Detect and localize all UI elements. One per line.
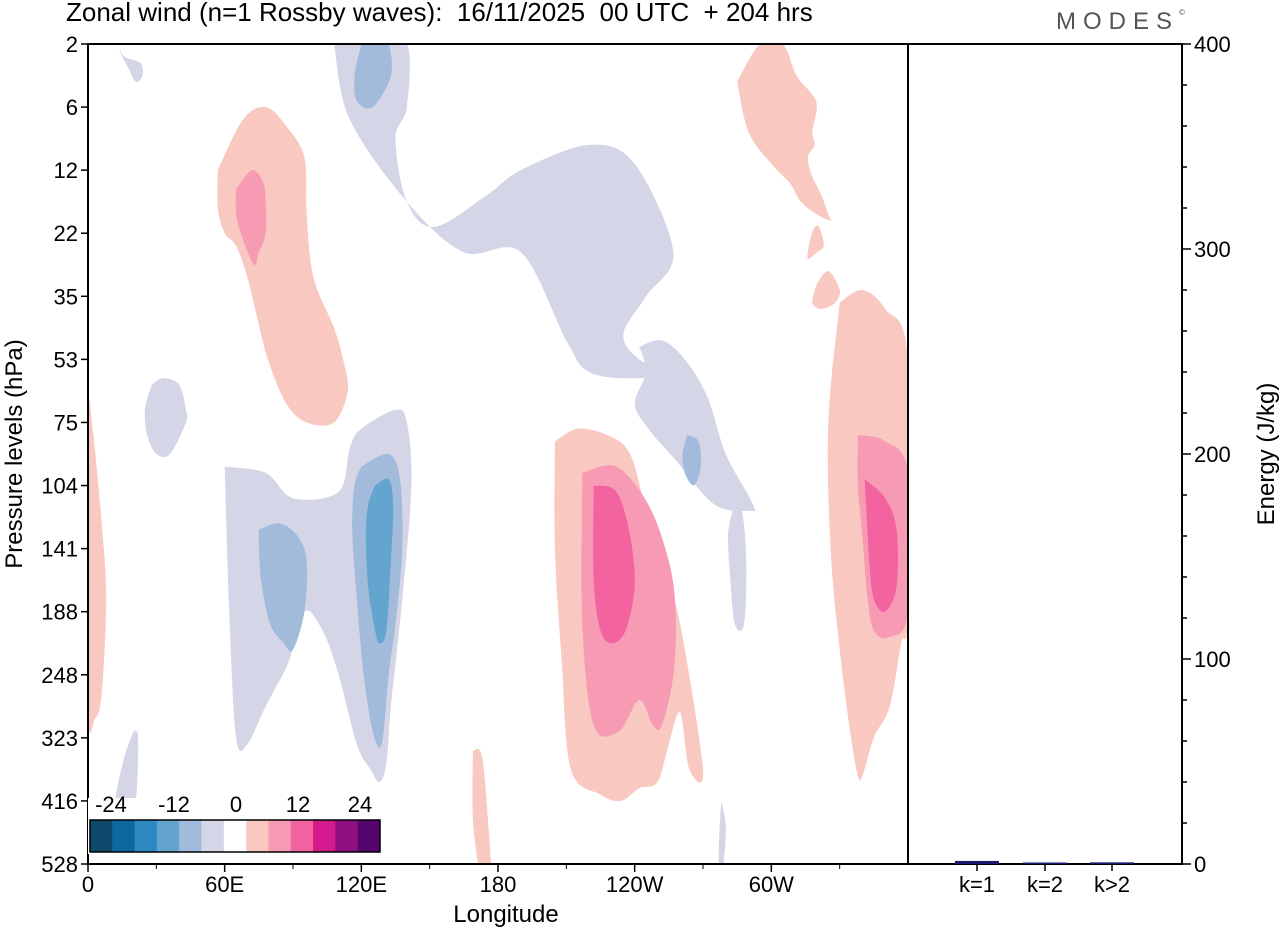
energy-tick-label-2: 200 [1194,442,1231,467]
colorbar-swatch-10 [313,820,336,852]
bar-label-1: k=2 [1027,872,1063,897]
energy-bar-k=1 [955,860,999,864]
copyright-mark: © [1179,8,1185,17]
contour-region-2 [354,44,392,109]
brand-name: MODES [1056,8,1180,35]
y-axis-label: Pressure levels (hPa) [1,339,28,568]
contour-region-25 [472,748,492,864]
contour-region-16 [812,271,840,309]
contour-region-5 [682,435,702,486]
colorbar-swatch-2 [134,820,158,852]
contour-region-21 [593,485,635,644]
energy-tick-label-4: 400 [1194,32,1231,57]
axis-layer [81,43,1191,872]
contour-region-14 [235,170,267,266]
x-tick-label-3: 180 [480,872,517,897]
y-tick-label-11: 323 [41,726,78,751]
colorbar-swatch-0 [90,820,113,852]
y-tick-label-6: 75 [54,410,78,435]
x-tick-label-0: 0 [82,872,94,897]
contour-region-12 [718,800,726,864]
colorbar-swatch-5 [201,820,225,852]
energy-tick-label-3: 300 [1194,237,1231,262]
colorbar-label-2: 0 [230,792,242,817]
colorbar-swatch-1 [112,820,136,852]
colorbar-swatch-12 [357,820,381,852]
y-tick-label-10: 248 [41,663,78,688]
y-tick-label-8: 141 [41,537,78,562]
colorbar-frame [89,819,381,853]
energy-tick-label-0: 0 [1194,852,1206,877]
colorbar-swatch-7 [246,820,269,852]
contour-region-9 [258,523,308,652]
colorbar-swatch-6 [223,820,247,852]
colorbar-label-4: 24 [348,792,372,817]
colorbar-swatch-3 [156,820,180,852]
y-tick-label-0: 2 [66,32,78,57]
x-tick-label-4: 120W [606,872,664,897]
energy-bar-k=2 [1023,862,1067,864]
contour-region-15 [737,44,832,221]
y-tick-label-13: 528 [41,852,78,877]
contour-region-17 [807,225,824,259]
energy-bar-k>2 [1090,862,1134,864]
y-tick-label-1: 6 [66,95,78,120]
contour-region-24 [864,479,899,613]
x-tick-label-1: 60E [205,872,244,897]
colorbar-label-0: -24 [95,792,127,817]
y-tick-label-2: 12 [54,158,78,183]
colorbar-label-1: -12 [158,792,190,817]
contour-region-0 [117,44,144,82]
bar-label-2: k>2 [1094,872,1130,897]
contour-region-4 [634,340,756,512]
energy-axis-label: Energy (J/kg) [1253,383,1280,526]
contour-region-11 [728,507,747,632]
y-tick-label-4: 35 [54,284,78,309]
colorbar-swatch-8 [268,820,292,852]
contour-fill-layer [88,44,908,930]
y-tick-label-9: 188 [41,600,78,625]
x-axis-label: Longitude [453,901,558,928]
contour-region-1 [334,44,674,379]
y-tick-label-12: 416 [41,789,78,814]
colorbar-swatch-9 [290,820,314,852]
chart-title: Zonal wind (n=1 Rossby waves): 16/11/202… [66,0,813,27]
contour-region-3 [144,378,188,458]
contour-region-8 [365,478,394,644]
contour-region-18 [88,399,107,733]
energy-tick-label-1: 100 [1194,647,1231,672]
y-tick-label-7: 104 [41,474,78,499]
x-tick-label-2: 120E [336,872,387,897]
contour-region-26 [343,908,378,930]
energy-bar-layer [955,860,1134,864]
colorbar-swatch-4 [179,820,203,852]
y-tick-label-3: 22 [54,221,78,246]
colorbar-swatch-11 [335,820,359,852]
contour-region-13 [217,106,349,426]
colorbar: -24 -12 0 12 24 [88,792,382,854]
y-tick-label-5: 53 [54,347,78,372]
bar-label-0: k=1 [959,872,995,897]
x-tick-label-5: 60W [749,872,794,897]
brand-logo: MODES© [1056,8,1185,36]
colorbar-label-3: 12 [286,792,310,817]
